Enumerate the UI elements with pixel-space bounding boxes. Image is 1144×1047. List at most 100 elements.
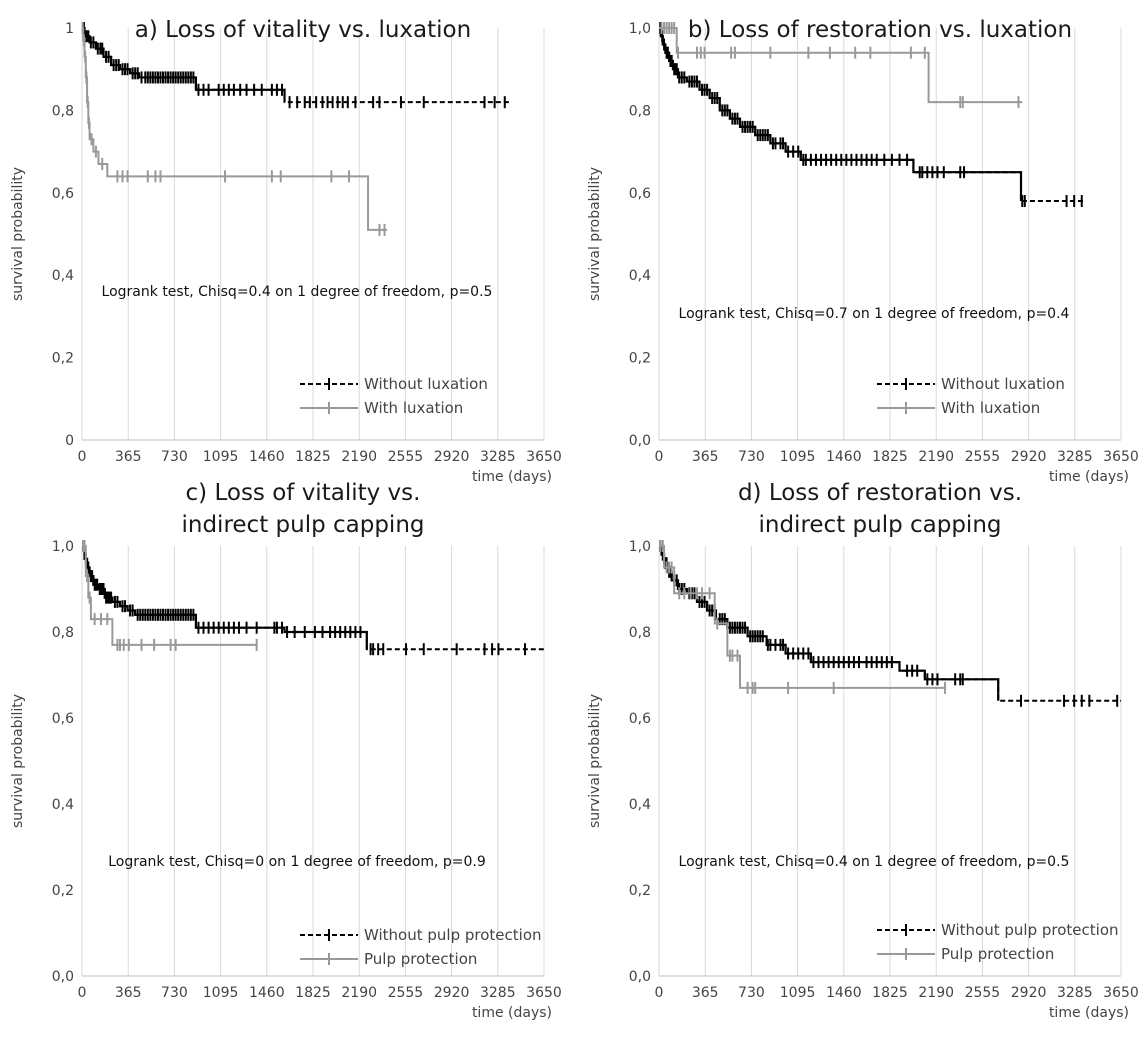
y-tick-label: 0,8 bbox=[629, 625, 651, 641]
y-tick-label: 1,0 bbox=[52, 539, 74, 555]
x-tick-label: 1460 bbox=[826, 449, 862, 465]
y-tick-label: 0,8 bbox=[52, 625, 74, 641]
x-tick-label: 2555 bbox=[388, 449, 424, 465]
legend-label: With luxation bbox=[364, 399, 463, 417]
y-tick-label: 1,0 bbox=[629, 21, 651, 37]
y-tick-label: 0,8 bbox=[629, 103, 651, 119]
x-tick-label: 1460 bbox=[249, 449, 285, 465]
x-tick-label: 365 bbox=[115, 985, 142, 1001]
x-tick-label: 0 bbox=[655, 985, 664, 1001]
x-axis-label: time (days) bbox=[472, 1005, 552, 1021]
legend-entry: Without pulp protection bbox=[877, 921, 1119, 939]
x-tick-label: 2190 bbox=[341, 449, 377, 465]
y-tick-label: 0,6 bbox=[629, 186, 651, 202]
chart-panel-b: b) Loss of restoration vs. luxation 0 365 7… bbox=[587, 17, 1139, 485]
logrank-annotation: Logrank test, Chisq=0.4 on 1 degree of f… bbox=[102, 284, 493, 300]
y-tick-label: 0,2 bbox=[629, 351, 651, 367]
x-tick-label: 1825 bbox=[295, 449, 331, 465]
x-tick-label: 730 bbox=[738, 985, 765, 1001]
series-comparison bbox=[82, 540, 258, 651]
x-tick-label: 3650 bbox=[526, 449, 562, 465]
logrank-annotation: Logrank test, Chisq=0.4 on 1 degree of f… bbox=[679, 854, 1070, 870]
x-tick-label: 730 bbox=[161, 985, 188, 1001]
y-axis-label: survival probability bbox=[10, 694, 26, 828]
chart-panel-d: d) Loss of restoration vs. indirect pulp … bbox=[587, 480, 1139, 1021]
x-tick-label: 0 bbox=[655, 449, 664, 465]
x-tick-label: 1825 bbox=[872, 449, 908, 465]
legend-entry: Without luxation bbox=[877, 375, 1065, 393]
legend-label: Without luxation bbox=[941, 375, 1065, 393]
y-tick-label: 0,4 bbox=[52, 268, 74, 284]
y-axis-label: survival probability bbox=[587, 694, 603, 828]
chart-panel-a: a) Loss of vitality vs. luxation 0 365 730 1… bbox=[10, 17, 562, 485]
y-tick-label: 0,6 bbox=[52, 186, 74, 202]
y-axis-label: survival probability bbox=[10, 167, 26, 301]
x-tick-label: 3285 bbox=[1057, 985, 1093, 1001]
x-tick-label: 3650 bbox=[526, 985, 562, 1001]
x-tick-label: 3650 bbox=[1103, 985, 1139, 1001]
x-tick-label: 1095 bbox=[780, 449, 816, 465]
legend-entry: With luxation bbox=[877, 399, 1040, 417]
x-tick-label: 1460 bbox=[249, 985, 285, 1001]
series-reference bbox=[659, 22, 1086, 208]
x-tick-label: 3285 bbox=[480, 985, 516, 1001]
legend-entry: Pulp protection bbox=[877, 945, 1054, 963]
survival-curve-solid bbox=[82, 26, 286, 103]
x-tick-label: 0 bbox=[78, 449, 87, 465]
x-tick-label: 1095 bbox=[780, 985, 816, 1001]
x-tick-label: 1095 bbox=[203, 985, 239, 1001]
x-tick-label: 3285 bbox=[480, 449, 516, 465]
survival-curve-solid bbox=[659, 544, 1000, 701]
y-tick-label: 0,4 bbox=[52, 797, 74, 813]
x-tick-label: 2190 bbox=[918, 449, 954, 465]
legend-label: Without pulp protection bbox=[364, 926, 542, 944]
y-tick-label: 0 bbox=[65, 433, 74, 449]
x-tick-label: 2190 bbox=[918, 985, 954, 1001]
survival-curve bbox=[659, 545, 946, 689]
legend-label: Without luxation bbox=[364, 375, 488, 393]
survival-curve-solid bbox=[659, 26, 1023, 202]
x-tick-label: 1825 bbox=[872, 985, 908, 1001]
logrank-annotation: Logrank test, Chisq=0 on 1 degree of fre… bbox=[108, 854, 486, 870]
series-reference bbox=[82, 22, 510, 109]
x-axis-label: time (days) bbox=[1049, 469, 1129, 485]
legend-entry: With luxation bbox=[300, 399, 463, 417]
legend-entry: Pulp protection bbox=[300, 950, 477, 968]
x-tick-label: 0 bbox=[78, 985, 87, 1001]
x-axis-label: time (days) bbox=[1049, 1005, 1129, 1021]
y-tick-label: 1 bbox=[65, 21, 74, 37]
x-tick-label: 1825 bbox=[295, 985, 331, 1001]
series-comparison bbox=[659, 540, 947, 694]
y-tick-label: 0,0 bbox=[52, 969, 74, 985]
y-tick-label: 0,2 bbox=[629, 883, 651, 899]
chart-title: indirect pulp capping bbox=[181, 512, 424, 538]
survival-curve-solid bbox=[82, 544, 368, 650]
chart-title: a) Loss of vitality vs. luxation bbox=[135, 17, 471, 43]
chart-panel-c: c) Loss of vitality vs. indirect pulp cap… bbox=[10, 480, 562, 1021]
series-comparison bbox=[81, 22, 388, 236]
x-tick-label: 730 bbox=[161, 449, 188, 465]
x-tick-label: 2920 bbox=[1011, 449, 1047, 465]
chart-title: c) Loss of vitality vs. bbox=[186, 480, 421, 506]
y-tick-label: 0,4 bbox=[629, 268, 651, 284]
y-tick-label: 0,4 bbox=[629, 797, 651, 813]
legend-label: Pulp protection bbox=[941, 945, 1054, 963]
x-tick-label: 730 bbox=[738, 449, 765, 465]
chart-title: indirect pulp capping bbox=[758, 512, 1001, 538]
x-tick-label: 1460 bbox=[826, 985, 862, 1001]
legend-label: Without pulp protection bbox=[941, 921, 1119, 939]
x-tick-label: 2555 bbox=[965, 985, 1001, 1001]
x-tick-label: 2920 bbox=[434, 985, 470, 1001]
x-tick-label: 1095 bbox=[203, 449, 239, 465]
y-axis-label: survival probability bbox=[587, 167, 603, 301]
logrank-annotation: Logrank test, Chisq=0.7 on 1 degree of f… bbox=[679, 306, 1070, 322]
y-tick-label: 0,0 bbox=[629, 969, 651, 985]
legend-entry: Without pulp protection bbox=[300, 926, 542, 944]
x-tick-label: 3285 bbox=[1057, 449, 1093, 465]
chart-title: b) Loss of restoration vs. luxation bbox=[688, 17, 1072, 43]
legend-label: Pulp protection bbox=[364, 950, 477, 968]
y-tick-label: 0,8 bbox=[52, 103, 74, 119]
x-tick-label: 365 bbox=[692, 985, 719, 1001]
x-axis-label: time (days) bbox=[472, 469, 552, 485]
